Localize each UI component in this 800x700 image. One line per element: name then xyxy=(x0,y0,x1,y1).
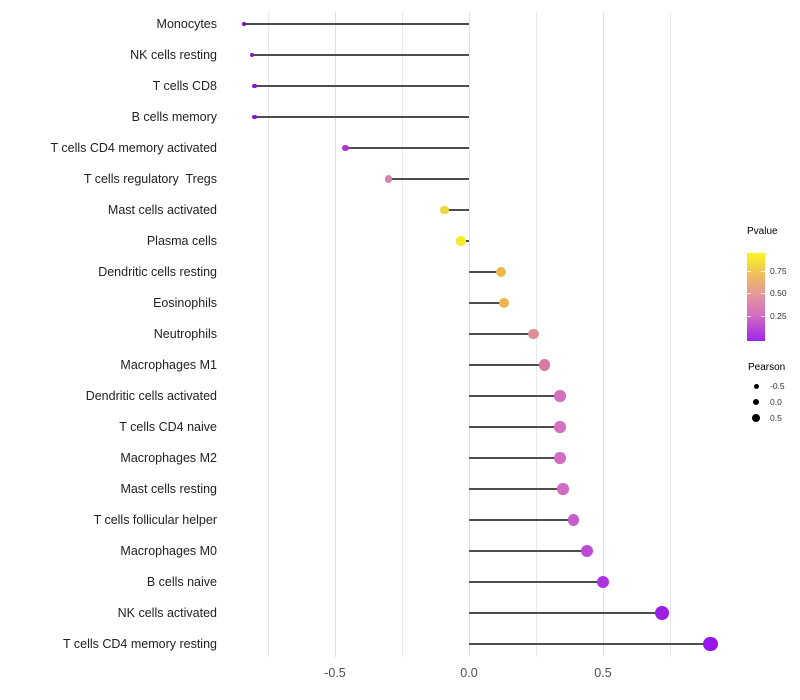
lollipop-stem xyxy=(243,23,469,25)
lollipop-dot xyxy=(580,545,593,557)
lollipop-dot xyxy=(384,175,393,183)
lollipop-stem xyxy=(469,457,561,459)
row-label: Eosinophils xyxy=(153,296,217,310)
lollipop-dot xyxy=(440,205,450,215)
lollipop-dot xyxy=(456,236,466,246)
lollipop-dot xyxy=(702,636,718,652)
colorbar-tick xyxy=(747,271,751,272)
lollipop-stem xyxy=(469,364,545,366)
lollipop-stem xyxy=(469,612,662,614)
lollipop-stem xyxy=(469,488,563,490)
row-label: T cells follicular helper xyxy=(93,513,217,527)
lollipop-dot xyxy=(538,359,550,371)
gridline xyxy=(402,12,403,657)
colorbar-tick xyxy=(747,316,751,317)
lollipop-stem xyxy=(469,395,561,397)
lollipop-dot xyxy=(342,144,350,152)
row-label: Macrophages M1 xyxy=(120,358,217,372)
lollipop-dot xyxy=(554,390,566,402)
pvalue-colorbar xyxy=(747,253,765,341)
row-label: T cells regulatory Tregs xyxy=(83,172,217,186)
pvalue-legend-title: Pvalue xyxy=(747,226,778,237)
pvalue-tick-label: 0.50 xyxy=(770,288,787,298)
gridline xyxy=(335,12,336,657)
x-tick-label: 0.0 xyxy=(460,666,478,680)
pearson-size-dot xyxy=(752,398,760,406)
lollipop-stem xyxy=(469,581,603,583)
lollipop-stem xyxy=(254,85,469,87)
lollipop-stem xyxy=(469,550,587,552)
row-label: NK cells activated xyxy=(117,606,217,620)
lollipop-stem xyxy=(469,426,561,428)
lollipop-stem xyxy=(469,271,502,273)
row-label: NK cells resting xyxy=(130,48,217,62)
pvalue-tick-label: 0.75 xyxy=(770,266,787,276)
pearson-size-label: 0.5 xyxy=(770,413,782,423)
row-label: T cells CD4 memory resting xyxy=(63,637,217,651)
lollipop-dot xyxy=(498,297,509,309)
x-tick-label: -0.5 xyxy=(324,666,346,680)
lollipop-stem xyxy=(469,643,711,645)
x-tick-label: 0.5 xyxy=(594,666,612,680)
lollipop-dot xyxy=(554,452,566,464)
row-label: Monocytes xyxy=(156,17,217,31)
colorbar-tick xyxy=(761,293,765,294)
row-label: Dendritic cells resting xyxy=(98,265,217,279)
row-label: T cells CD8 xyxy=(152,79,217,93)
row-label: Neutrophils xyxy=(153,327,217,341)
row-label: Plasma cells xyxy=(146,234,217,248)
gridline xyxy=(603,12,604,657)
row-label: T cells CD4 memory activated xyxy=(50,141,218,155)
pvalue-tick-label: 0.25 xyxy=(770,311,787,321)
pearson-size-label: 0.0 xyxy=(770,397,782,407)
lollipop-dot xyxy=(249,52,255,58)
row-label: Mast cells resting xyxy=(120,482,217,496)
lollipop-dot xyxy=(496,266,507,278)
lollipop-dot xyxy=(655,606,669,620)
lollipop-stem xyxy=(444,209,469,211)
pearson-size-dot xyxy=(753,383,759,389)
pearson-size-dot xyxy=(752,414,760,422)
lollipop-dot xyxy=(252,114,257,120)
lollipop-dot xyxy=(596,575,610,589)
row-label: Macrophages M2 xyxy=(120,451,217,465)
lollipop-stem xyxy=(254,116,469,118)
lollipop-dot xyxy=(554,421,566,433)
colorbar-tick xyxy=(747,293,751,294)
row-label: Dendritic cells activated xyxy=(85,389,217,403)
gridline xyxy=(268,12,269,657)
lollipop-stem xyxy=(345,147,469,149)
lollipop-dot xyxy=(527,328,539,340)
row-label: Macrophages M0 xyxy=(120,544,217,558)
lollipop-stem xyxy=(469,333,534,335)
gridline xyxy=(670,12,671,657)
lollipop-dot xyxy=(567,514,580,526)
row-label: B cells memory xyxy=(131,110,217,124)
pearson-size-label: -0.5 xyxy=(770,381,785,391)
lollipop-stem xyxy=(469,519,574,521)
row-label: B cells naive xyxy=(146,575,217,589)
row-label: T cells CD4 naive xyxy=(119,420,217,434)
row-label: Mast cells activated xyxy=(107,203,217,217)
pearson-legend-title: Pearson xyxy=(748,362,786,373)
lollipop-dot xyxy=(557,483,569,495)
lollipop-dot xyxy=(241,21,247,27)
lollipop-stem xyxy=(251,54,469,56)
lollipop-dot xyxy=(252,83,257,89)
colorbar-tick xyxy=(761,316,765,317)
lollipop-stem xyxy=(469,302,504,304)
colorbar-tick xyxy=(761,271,765,272)
lollipop-stem xyxy=(388,178,469,180)
